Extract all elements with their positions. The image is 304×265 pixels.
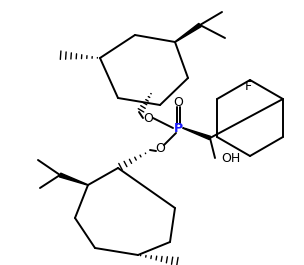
Text: F: F [244, 80, 252, 92]
Text: P: P [174, 121, 183, 135]
Text: O: O [173, 96, 183, 109]
Text: O: O [155, 142, 165, 154]
Text: O: O [143, 112, 153, 125]
Text: OH: OH [221, 152, 240, 165]
Polygon shape [175, 23, 201, 42]
Polygon shape [59, 173, 88, 185]
Polygon shape [183, 128, 211, 140]
